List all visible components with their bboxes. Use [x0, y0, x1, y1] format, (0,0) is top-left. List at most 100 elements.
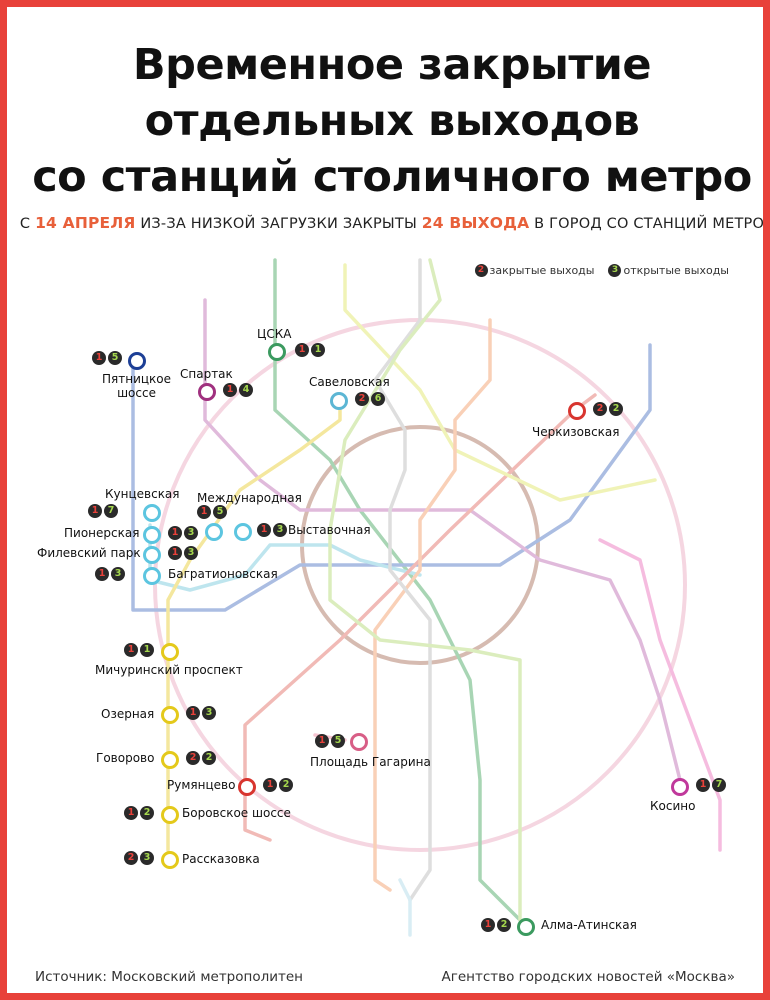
closed-exits-badge: 1 [295, 343, 309, 357]
station-ring-icon[interactable] [329, 391, 348, 410]
closed-exits-badge: 1 [257, 523, 271, 537]
station-label: Черкизовская [532, 425, 620, 439]
open-exits-badge: 7 [104, 504, 118, 518]
lightgreen-line [328, 258, 522, 922]
station-label: Озерная [101, 707, 155, 721]
station-ring-icon[interactable] [160, 705, 179, 724]
closed-exits-badge: 1 [186, 706, 200, 720]
open-exits-badge: 7 [712, 778, 726, 792]
station-label: Алма-Атинская [541, 918, 637, 932]
station-label: Международная [197, 491, 302, 505]
station-label: Выставочная [288, 523, 371, 537]
closed-exits-badge: 2 [186, 751, 200, 765]
open-exits-badge: 2 [202, 751, 216, 765]
closed-exits-badge: 1 [168, 546, 182, 560]
station-ring-icon[interactable] [142, 503, 161, 522]
station-ring-icon[interactable] [197, 382, 216, 401]
legend-open-badge: 3 [608, 264, 622, 277]
closed-exits-badge: 1 [197, 505, 211, 519]
subtitle-part-1: С [19, 216, 31, 232]
station-ring-icon[interactable] [670, 777, 689, 796]
open-exits-badge: 3 [273, 523, 287, 537]
station-ring-icon[interactable] [516, 917, 535, 936]
yellow-solntsevo-line [166, 398, 342, 852]
open-exits-badge: 2 [279, 778, 293, 792]
station-label: Кунцевская [105, 487, 180, 501]
station-ring-icon[interactable] [142, 525, 161, 544]
station-ring-icon[interactable] [160, 850, 179, 869]
station-ring-icon[interactable] [567, 401, 586, 420]
station-ring-icon[interactable] [160, 750, 179, 769]
station-ring-icon[interactable] [267, 342, 286, 361]
station-ring-icon[interactable] [142, 545, 161, 564]
closed-exits-badge: 2 [124, 851, 138, 865]
title-line-2: отдельных выходов [144, 96, 640, 146]
closed-exits-badge: 1 [88, 504, 102, 518]
station-ring-icon[interactable] [127, 351, 146, 370]
closed-exits-badge: 1 [168, 526, 182, 540]
closed-exits-badge: 1 [696, 778, 710, 792]
station-ring-icon[interactable] [349, 732, 368, 751]
open-exits-badge: 4 [239, 383, 253, 397]
station-ring-icon[interactable] [233, 522, 252, 541]
legend-closed-badge: 2 [474, 264, 488, 277]
legend: 2 закрытые выходы 3 открытые выходы [474, 264, 729, 277]
station-label: Говорово [96, 751, 155, 765]
closed-exits-badge: 2 [593, 402, 607, 416]
closed-exits-badge: 2 [355, 392, 369, 406]
title-line-1: Временное закрытие [132, 40, 652, 90]
open-exits-badge: 3 [111, 567, 125, 581]
station-ring-icon[interactable] [160, 642, 179, 661]
station-ring-icon[interactable] [237, 777, 256, 796]
station-label: Боровское шоссе [182, 806, 291, 820]
station-label: Косино [650, 799, 696, 813]
station-label: Багратионовская [168, 567, 278, 581]
closed-exits-badge: 1 [124, 643, 138, 657]
open-exits-badge: 5 [108, 351, 122, 365]
nekrasovskaya-line [598, 538, 722, 852]
green-line [273, 258, 527, 927]
closed-exits-badge: 1 [92, 351, 106, 365]
orange-line [373, 318, 492, 892]
title-line-3: со станций столичного метро [32, 152, 752, 202]
subtitle: С 14 АПРЕЛЯ ИЗ-ЗА НИЗКОЙ ЗАГРУЗКИ ЗАКРЫТ… [7, 214, 765, 232]
station-ring-icon[interactable] [160, 805, 179, 824]
closed-exits-badge: 1 [481, 918, 495, 932]
open-exits-badge: 5 [331, 734, 345, 748]
open-exits-badge: 6 [371, 392, 385, 406]
footer-source: Источник: Московский метрополитен [35, 969, 303, 985]
legend-closed-label: закрытые выходы [489, 264, 595, 277]
footer-agency: Агентство городских новостей «Москва» [441, 969, 735, 985]
open-exits-badge: 2 [140, 806, 154, 820]
station-ring-icon[interactable] [142, 566, 161, 585]
subtitle-part-2: ИЗ-ЗА НИЗКОЙ ЗАГРУЗКИ ЗАКРЫТЫ [140, 216, 417, 232]
closed-exits-badge: 1 [263, 778, 277, 792]
open-exits-badge: 1 [311, 343, 325, 357]
station-ring-icon[interactable] [204, 522, 223, 541]
legend-open: 3 открытые выходы [608, 264, 729, 277]
station-label: Спартак [180, 367, 233, 381]
grey-line [373, 258, 432, 902]
legend-closed: 2 закрытые выходы [474, 264, 595, 277]
open-exits-badge: 5 [213, 505, 227, 519]
red-line [243, 393, 597, 842]
open-exits-badge: 3 [184, 526, 198, 540]
subtitle-part-3: В ГОРОД СО СТАНЦИЙ МЕТРО [534, 216, 765, 232]
closed-exits-badge: 1 [315, 734, 329, 748]
